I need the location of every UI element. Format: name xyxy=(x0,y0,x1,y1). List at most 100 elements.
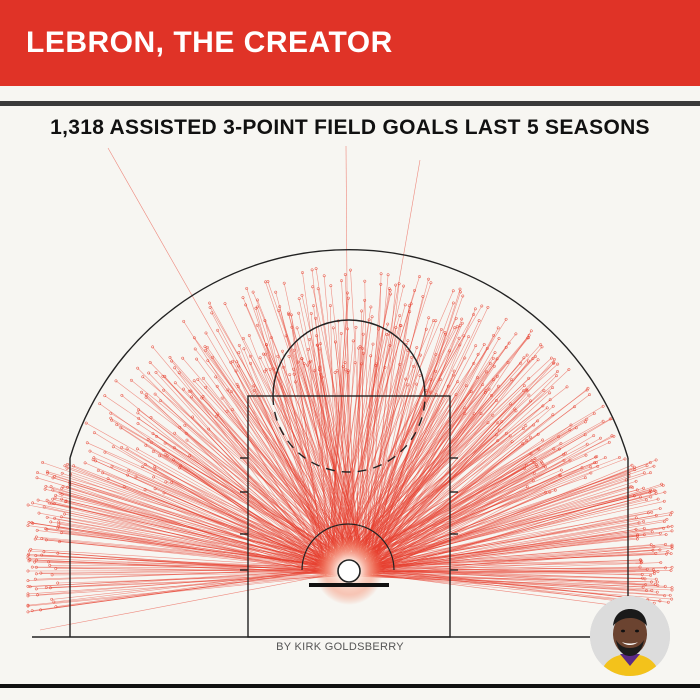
assist-endpoint xyxy=(328,304,332,308)
assist-line xyxy=(368,354,479,568)
assist-endpoint xyxy=(388,288,392,292)
assist-endpoint xyxy=(536,358,540,362)
assist-line xyxy=(365,379,406,576)
assist-line xyxy=(368,508,661,569)
assist-line xyxy=(295,381,344,571)
assist-line xyxy=(365,413,466,572)
assist-endpoint xyxy=(34,587,38,591)
assist-endpoint xyxy=(129,378,133,382)
assist-endpoint xyxy=(589,465,593,469)
assist-endpoint xyxy=(204,348,208,352)
assist-endpoint xyxy=(329,284,333,288)
assist-endpoint xyxy=(656,497,660,501)
assist-endpoint xyxy=(309,312,313,315)
assist-endpoint xyxy=(59,515,63,519)
assist-endpoint xyxy=(290,325,294,329)
assist-endpoint xyxy=(410,355,413,359)
assist-line xyxy=(330,305,338,576)
assist-endpoint xyxy=(496,326,500,330)
assist-endpoint xyxy=(216,412,220,416)
assist-endpoint xyxy=(669,552,673,556)
assist-endpoint xyxy=(514,332,518,336)
assist-line xyxy=(205,350,362,567)
assist-endpoint xyxy=(451,289,455,293)
assist-endpoint xyxy=(245,287,249,290)
assist-line xyxy=(99,403,330,569)
assist-line xyxy=(51,503,335,574)
assist-endpoint xyxy=(496,421,500,425)
assist-endpoint xyxy=(306,347,310,351)
assist-endpoint xyxy=(531,479,535,483)
assist-line xyxy=(98,470,363,573)
assist-line xyxy=(217,413,329,573)
assist-endpoint xyxy=(26,610,30,614)
assist-endpoint xyxy=(464,384,468,388)
assist-endpoint xyxy=(182,319,186,323)
assist-endpoint xyxy=(30,609,34,613)
assist-line xyxy=(259,357,366,570)
assist-endpoint xyxy=(314,267,318,271)
assist-endpoint xyxy=(26,569,30,573)
free-throw-circle-bottom xyxy=(272,395,426,473)
assist-line xyxy=(111,419,365,568)
restricted-area xyxy=(301,523,395,571)
assist-endpoint xyxy=(529,329,533,333)
assist-endpoint xyxy=(601,404,605,408)
assist-endpoint xyxy=(322,274,326,278)
assist-endpoint xyxy=(287,311,290,315)
three-point-arc xyxy=(69,249,629,459)
assist-endpoint xyxy=(497,337,501,340)
assist-line xyxy=(359,323,463,567)
assist-line xyxy=(38,499,366,571)
assist-line xyxy=(104,451,360,572)
assist-endpoint xyxy=(551,404,555,408)
assist-line xyxy=(362,348,364,569)
assist-endpoint xyxy=(521,442,525,446)
assist-line xyxy=(32,523,353,568)
assist-endpoint xyxy=(363,298,367,302)
assist-endpoint xyxy=(149,415,153,419)
assist-line xyxy=(363,344,407,573)
assist-line xyxy=(324,333,389,567)
assist-endpoint xyxy=(248,354,252,358)
assist-endpoint xyxy=(645,589,648,592)
assist-endpoint xyxy=(39,608,43,612)
assist-endpoint xyxy=(555,374,558,378)
assist-endpoint xyxy=(663,490,667,494)
assist-line xyxy=(340,290,391,569)
assist-endpoint xyxy=(26,579,30,583)
assist-endpoint xyxy=(40,537,44,541)
assist-endpoint xyxy=(524,424,528,428)
assist-endpoint xyxy=(51,497,55,501)
assist-endpoint xyxy=(565,385,569,389)
assist-line xyxy=(327,363,558,572)
assist-endpoint xyxy=(44,484,48,488)
assist-endpoint xyxy=(320,375,324,379)
assist-endpoint xyxy=(386,273,390,277)
assist-line xyxy=(65,501,334,570)
assist-line xyxy=(224,303,356,574)
assist-endpoint xyxy=(480,304,484,308)
assist-line xyxy=(93,457,365,567)
assist-line xyxy=(331,472,645,573)
assist-endpoint xyxy=(64,500,68,504)
assist-line xyxy=(338,442,610,571)
assist-endpoint xyxy=(289,313,293,317)
assist-endpoint xyxy=(277,309,281,313)
assist-endpoint xyxy=(363,279,367,283)
assist-endpoint xyxy=(261,352,265,356)
assist-line xyxy=(27,557,359,572)
assist-line xyxy=(357,374,454,569)
assist-endpoint xyxy=(237,351,241,354)
top-divider xyxy=(0,101,700,106)
assist-line xyxy=(238,352,339,575)
assist-endpoint xyxy=(642,520,646,523)
assist-endpoint xyxy=(208,301,211,305)
assist-endpoint xyxy=(119,426,123,430)
assist-endpoint xyxy=(652,572,656,576)
assist-endpoint xyxy=(41,461,45,464)
assist-line xyxy=(346,443,588,570)
assist-endpoint xyxy=(151,432,155,436)
paint xyxy=(247,395,451,638)
assist-endpoint xyxy=(27,559,31,563)
